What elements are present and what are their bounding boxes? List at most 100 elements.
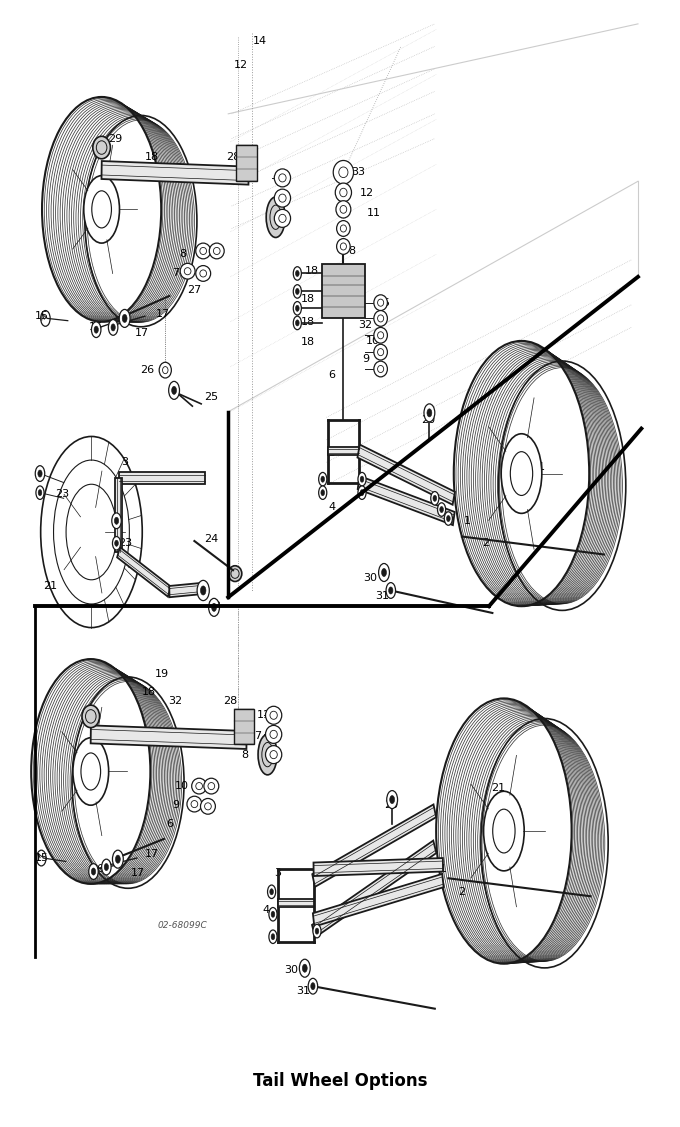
Circle shape xyxy=(387,791,398,808)
Text: 26: 26 xyxy=(140,365,154,375)
Ellipse shape xyxy=(92,136,110,159)
Text: 6: 6 xyxy=(166,819,173,829)
Circle shape xyxy=(321,476,324,482)
Ellipse shape xyxy=(204,779,219,793)
Text: 8: 8 xyxy=(180,249,186,259)
Ellipse shape xyxy=(85,115,197,327)
Circle shape xyxy=(112,850,123,868)
Ellipse shape xyxy=(82,706,99,728)
Circle shape xyxy=(299,959,310,977)
Circle shape xyxy=(379,564,390,582)
Circle shape xyxy=(104,863,109,870)
Text: 19: 19 xyxy=(155,668,169,678)
Circle shape xyxy=(115,540,118,547)
Circle shape xyxy=(386,583,396,598)
Ellipse shape xyxy=(274,189,290,207)
Ellipse shape xyxy=(192,779,207,793)
Circle shape xyxy=(38,489,41,496)
Text: 7: 7 xyxy=(173,268,180,278)
Text: 4: 4 xyxy=(37,471,44,481)
Circle shape xyxy=(308,978,318,994)
Ellipse shape xyxy=(228,566,242,582)
Circle shape xyxy=(321,489,324,496)
Text: 30: 30 xyxy=(284,966,299,976)
Text: 11: 11 xyxy=(277,172,292,183)
Text: 7: 7 xyxy=(342,227,349,237)
Text: 4: 4 xyxy=(262,905,269,915)
Ellipse shape xyxy=(265,726,282,744)
Circle shape xyxy=(91,868,96,875)
Ellipse shape xyxy=(209,243,224,259)
Text: 15: 15 xyxy=(35,853,49,863)
Circle shape xyxy=(38,470,42,477)
Circle shape xyxy=(360,489,364,496)
Circle shape xyxy=(358,486,366,499)
Circle shape xyxy=(271,912,275,917)
Text: 25: 25 xyxy=(204,392,218,402)
Text: 31: 31 xyxy=(375,591,389,601)
Text: 8: 8 xyxy=(349,246,356,256)
Text: 21: 21 xyxy=(43,582,57,591)
Text: 31: 31 xyxy=(296,986,310,995)
Ellipse shape xyxy=(337,221,350,237)
Circle shape xyxy=(269,930,277,943)
Ellipse shape xyxy=(501,434,542,514)
Circle shape xyxy=(94,326,99,334)
Ellipse shape xyxy=(483,791,524,871)
Circle shape xyxy=(197,580,209,601)
Circle shape xyxy=(311,983,315,990)
Text: 32: 32 xyxy=(169,695,182,706)
Text: 16: 16 xyxy=(90,864,105,875)
Text: 10: 10 xyxy=(175,781,189,791)
Ellipse shape xyxy=(374,328,388,343)
Text: 29: 29 xyxy=(108,133,122,143)
Polygon shape xyxy=(169,583,205,597)
Ellipse shape xyxy=(84,176,120,243)
Ellipse shape xyxy=(265,707,282,725)
Bar xyxy=(234,709,254,745)
Polygon shape xyxy=(358,445,455,505)
Text: 4: 4 xyxy=(328,503,335,513)
Circle shape xyxy=(271,933,275,940)
Ellipse shape xyxy=(274,210,290,228)
Polygon shape xyxy=(313,873,443,926)
Circle shape xyxy=(209,598,220,616)
Text: 12: 12 xyxy=(360,187,374,197)
Ellipse shape xyxy=(258,735,277,775)
Polygon shape xyxy=(328,447,358,455)
Text: 1: 1 xyxy=(464,516,471,526)
Text: 32: 32 xyxy=(169,162,183,172)
Text: 32: 32 xyxy=(358,320,373,330)
Ellipse shape xyxy=(333,160,354,184)
Circle shape xyxy=(424,403,435,421)
Text: 1: 1 xyxy=(439,864,447,875)
Text: 23: 23 xyxy=(118,539,133,548)
Polygon shape xyxy=(312,841,437,938)
Ellipse shape xyxy=(72,677,184,888)
Text: 2: 2 xyxy=(482,539,489,548)
Text: 32: 32 xyxy=(325,275,339,285)
Text: 6: 6 xyxy=(328,370,335,380)
Ellipse shape xyxy=(336,201,351,218)
Text: 4: 4 xyxy=(128,562,135,571)
Text: 22: 22 xyxy=(109,516,124,526)
Text: 23: 23 xyxy=(55,489,69,499)
Ellipse shape xyxy=(265,746,282,764)
Ellipse shape xyxy=(274,169,290,187)
Ellipse shape xyxy=(266,197,285,238)
Polygon shape xyxy=(278,899,313,907)
Text: 28: 28 xyxy=(223,695,237,706)
Text: 9: 9 xyxy=(362,354,369,364)
Circle shape xyxy=(169,381,180,399)
Text: 17: 17 xyxy=(131,868,146,878)
Text: 18: 18 xyxy=(305,266,319,276)
Text: 20: 20 xyxy=(384,800,398,810)
Circle shape xyxy=(91,322,101,337)
Text: 18: 18 xyxy=(301,294,315,304)
Text: Tail Wheel Options: Tail Wheel Options xyxy=(253,1072,427,1090)
Text: 18: 18 xyxy=(301,337,315,347)
Ellipse shape xyxy=(201,798,216,814)
Circle shape xyxy=(433,495,437,502)
Text: 9: 9 xyxy=(172,800,179,810)
Circle shape xyxy=(116,855,120,863)
